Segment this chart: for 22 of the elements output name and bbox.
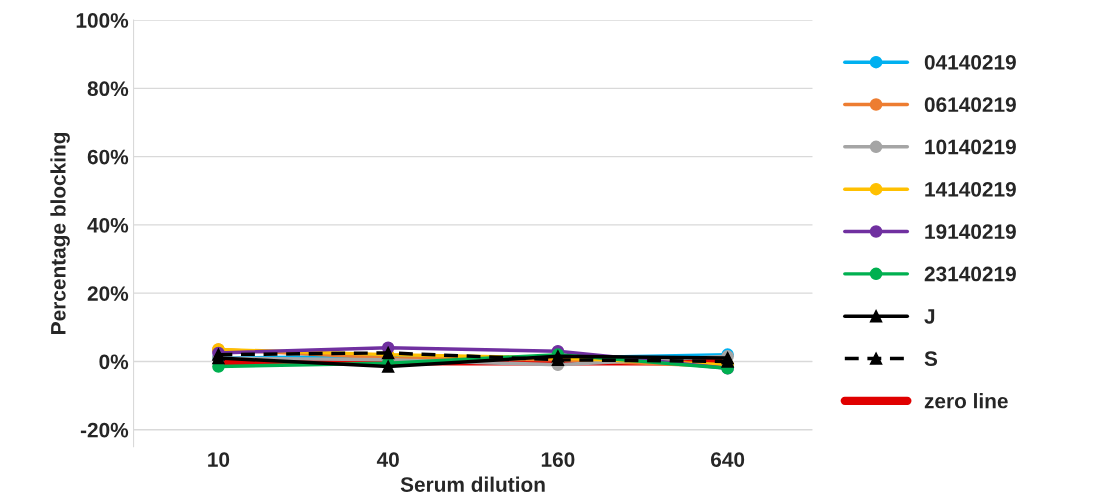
legend-label: 10140219 [925,139,1016,155]
legend-label: 23140219 [924,266,1016,282]
x-tick-label: 10 [208,452,230,467]
y-tick-label: 0% [99,354,129,370]
x-tick-label: 40 [376,452,399,467]
legend-label: 04140219 [924,54,1016,70]
y-tick-label: -20% [80,422,129,438]
y-axis-title: Percentage blocking [50,132,70,334]
y-tick-label: 60% [87,149,129,165]
legend-label: J [924,309,935,324]
y-tick-label: 80% [87,81,129,97]
y-tick-label: 20% [87,286,129,301]
legend-label: 06140219 [924,97,1016,113]
legend-label: 14140219 [925,181,1016,197]
legend-label: 19140219 [925,224,1016,240]
x-tick-label: 640 [711,452,745,467]
x-tick-label: 160 [541,452,575,467]
x-axis-title: Serum dilution [400,476,545,492]
y-tick-label: 100% [76,13,129,28]
legend-label: zero line [924,393,1008,409]
legend-label: S [924,351,938,367]
y-tick-label: 40% [87,217,129,233]
